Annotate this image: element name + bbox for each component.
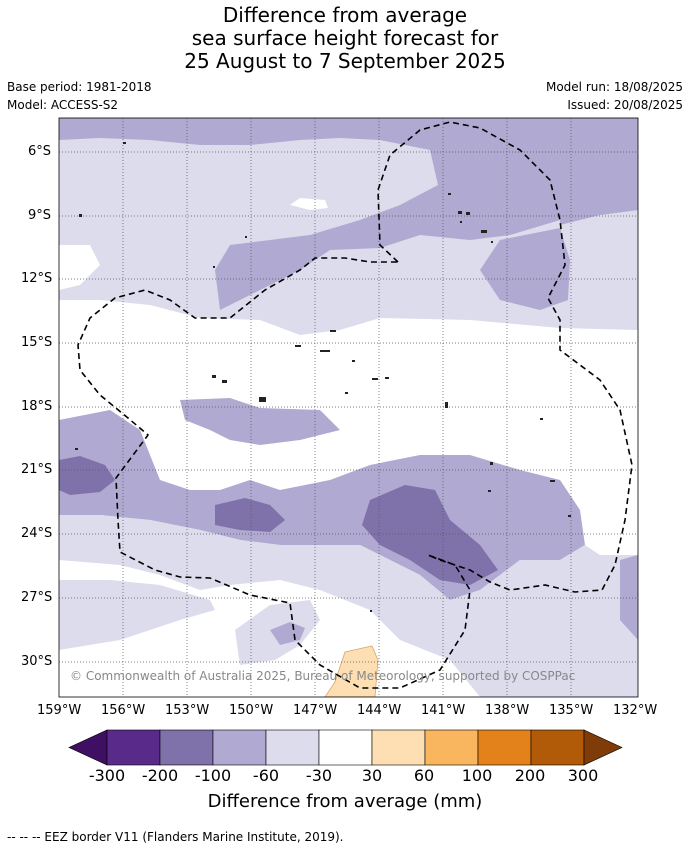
map-title: Difference from average sea surface heig… — [0, 4, 690, 73]
colorbar-tick: -100 — [194, 766, 232, 785]
title-line-2: sea surface height forecast for — [191, 26, 499, 50]
lat-label: 9°S — [28, 208, 52, 223]
lat-label: 12°S — [21, 271, 53, 286]
anomaly-region-south-east-light — [620, 555, 638, 640]
colorbar-title: Difference from average (mm) — [207, 791, 483, 812]
lon-label: 132°W — [613, 703, 658, 718]
colorbar-segment — [159, 729, 214, 766]
colorbar — [68, 729, 623, 766]
lat-label: 27°S — [21, 590, 53, 605]
lat-label: 24°S — [21, 526, 53, 541]
anomaly-region-south-lightest — [59, 515, 638, 697]
issued-date: Issued: 20/08/2025 — [567, 98, 683, 112]
colorbar-segment — [212, 729, 267, 766]
colorbar-tick: 100 — [461, 766, 493, 785]
colorbar-tick: -60 — [252, 766, 280, 785]
anomaly-region-south-center-light — [270, 622, 305, 645]
model-name: Model: ACCESS-S2 — [7, 98, 119, 112]
anomaly-region-east-mid — [480, 228, 570, 310]
anomaly-region-north-east — [560, 118, 638, 225]
anomaly-region-north-white — [290, 198, 328, 210]
anomaly-region-positive — [324, 645, 379, 697]
lat-label: 30°S — [21, 654, 53, 669]
colorbar-tick: -300 — [88, 766, 126, 785]
anomaly-region-west-white — [59, 245, 100, 290]
anomaly-region-southwest-lightest — [59, 580, 215, 650]
colorbar-tick: -200 — [141, 766, 179, 785]
colorbar-tick: 60 — [413, 766, 435, 785]
colorbar-tick: 30 — [361, 766, 383, 785]
eez-footnote: -- -- -- EEZ border V11 (Flanders Marine… — [7, 830, 344, 844]
lon-label: 147°W — [293, 703, 338, 718]
lat-label: 18°S — [21, 399, 53, 414]
colorbar-segment — [371, 729, 426, 766]
map-area — [59, 118, 638, 697]
lon-label: 138°W — [485, 703, 530, 718]
anomaly-region-central-white — [59, 325, 638, 445]
colorbar-segment — [265, 729, 320, 766]
lon-label: 141°W — [421, 703, 466, 718]
lon-label: 150°W — [229, 703, 274, 718]
colorbar-segment — [424, 729, 479, 766]
anomaly-region-center-medium — [215, 498, 285, 532]
title-line-1: Difference from average — [222, 3, 468, 27]
anomaly-region-east-medium — [362, 485, 498, 585]
lat-label: 15°S — [21, 335, 53, 350]
meta-left: Base period: 1981-2018 Model: ACCESS-S2 — [7, 78, 152, 114]
title-line-3: 25 August to 7 September 2025 — [184, 49, 506, 73]
colorbar-extend-low — [68, 729, 108, 766]
colorbar-tick: 200 — [514, 766, 546, 785]
lat-label: 21°S — [21, 462, 53, 477]
anomaly-region-southeast-lightest — [600, 640, 638, 697]
meta-right: Model run: 18/08/2025 Issued: 20/08/2025 — [546, 78, 683, 114]
lon-label: 135°W — [549, 703, 594, 718]
colorbar-extend-high — [583, 729, 623, 766]
lon-label: 156°W — [101, 703, 146, 718]
map-frame — [58, 117, 639, 698]
copyright-notice: © Commonwealth of Australia 2025, Bureau… — [70, 669, 576, 683]
colorbar-segment — [477, 729, 532, 766]
islands — [75, 142, 571, 612]
lon-label: 153°W — [165, 703, 210, 718]
colorbar-tick: -30 — [305, 766, 333, 785]
lon-label: 159°W — [37, 703, 82, 718]
anomaly-region-south-light-west — [180, 398, 340, 445]
base-period: Base period: 1981-2018 — [7, 80, 152, 94]
anomaly-region-west-medium — [59, 456, 115, 495]
lon-label: 144°W — [357, 703, 402, 718]
eez-border — [77, 121, 633, 689]
colorbar-segment — [530, 729, 585, 766]
colorbar-segment — [318, 729, 373, 766]
colorbar-tick: 300 — [567, 766, 599, 785]
lat-label: 6°S — [28, 144, 52, 159]
colorbar-segment — [106, 729, 161, 766]
model-run: Model run: 18/08/2025 — [545, 80, 683, 94]
anomaly-region-north-mid — [59, 118, 638, 310]
